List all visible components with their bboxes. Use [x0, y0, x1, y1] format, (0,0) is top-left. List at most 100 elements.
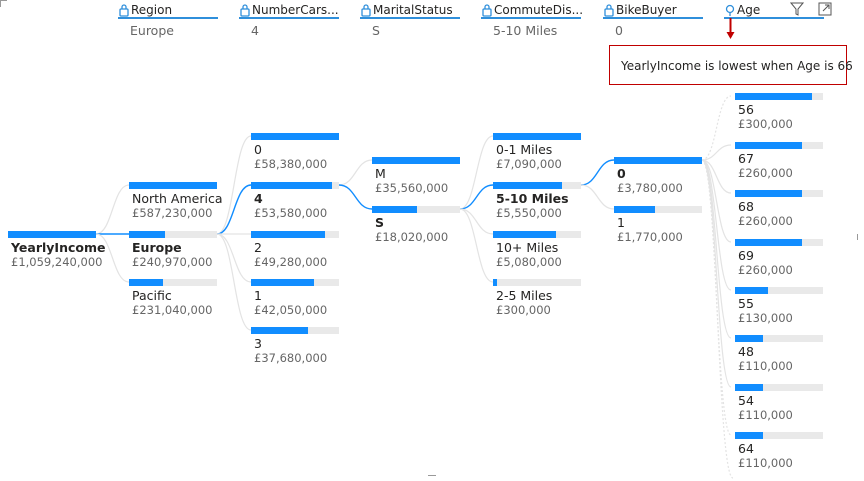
connector-line: [580, 159, 615, 186]
header-maritalstatus[interactable]: MaritalStatus S: [360, 0, 460, 40]
bar-fill: [372, 157, 460, 164]
connector-line: [95, 233, 130, 283]
node-label: 64: [738, 441, 754, 456]
filter-icon[interactable]: [790, 2, 804, 16]
bar-fill: [735, 239, 802, 246]
node-label: 1: [617, 215, 625, 230]
bar-fill: [735, 142, 802, 149]
node-label: 56: [738, 102, 754, 117]
bar-fill: [372, 206, 417, 213]
header-value: 5-10 Miles: [493, 23, 558, 38]
lightbulb-icon: [725, 4, 735, 16]
bar-track: [8, 231, 96, 238]
bar-track: [735, 239, 823, 246]
resize-handle[interactable]: [0, 0, 7, 7]
header-bikebuyer[interactable]: BikeBuyer 0: [603, 0, 703, 40]
bar-fill: [735, 93, 812, 100]
bar-track: [493, 182, 581, 189]
node-label: North America: [132, 191, 223, 206]
node-value: £49,280,000: [254, 255, 328, 269]
lock-icon: [361, 4, 371, 17]
bar-fill: [251, 327, 308, 334]
node-label: 5-10 Miles: [496, 191, 569, 206]
connector-line: [701, 95, 732, 161]
bar-track: [735, 93, 823, 100]
node-value: £130,000: [738, 311, 793, 325]
insight-callout: YearlyIncome is lowest when Age is 66: [609, 45, 853, 85]
node-value: £37,680,000: [254, 351, 328, 365]
node-label: 55: [738, 296, 754, 311]
bar-fill: [614, 206, 655, 213]
node-label: Europe: [132, 240, 182, 255]
node-value: £110,000: [738, 456, 793, 470]
header-underline: [118, 17, 218, 19]
bar-track: [735, 384, 823, 391]
resize-handle[interactable]: [857, 234, 858, 240]
bar-fill: [129, 182, 217, 189]
header-underline: [360, 17, 460, 19]
connector-line: [580, 184, 615, 210]
node-label: 1: [254, 288, 262, 303]
node-value: £260,000: [738, 166, 793, 180]
node-value: £58,380,000: [254, 157, 328, 171]
node-label: YearlyIncome: [11, 240, 106, 255]
node-label: 54: [738, 393, 754, 408]
node-label: 67: [738, 151, 754, 166]
arrow-down-icon: [726, 18, 735, 39]
header-title: BikeBuyer: [616, 3, 677, 17]
node-value: £300,000: [738, 117, 793, 131]
bar-track: [614, 206, 702, 213]
resize-handle[interactable]: [428, 475, 436, 476]
node-value: £260,000: [738, 263, 793, 277]
bar-track: [372, 206, 460, 213]
node-value: £5,080,000: [496, 255, 562, 269]
node-value: £35,560,000: [375, 181, 449, 195]
node-label: 0-1 Miles: [496, 142, 553, 157]
connector-line: [216, 233, 252, 331]
node-value: £18,020,000: [375, 230, 449, 244]
node-label: 0: [254, 142, 262, 157]
bar-fill: [251, 279, 314, 286]
node-value: £5,550,000: [496, 206, 562, 220]
bar-fill: [129, 231, 165, 238]
node-value: £587,230,000: [132, 206, 213, 220]
node-value: £260,000: [738, 214, 793, 228]
node-label: 2-5 Miles: [496, 288, 553, 303]
header-age[interactable]: Age: [724, 0, 824, 40]
node-value: £110,000: [738, 359, 793, 373]
bar-fill: [251, 133, 339, 140]
bar-fill: [8, 231, 96, 238]
connector-line: [338, 159, 373, 186]
focus-mode-icon[interactable]: [818, 2, 832, 16]
bar-fill: [493, 231, 556, 238]
connector-line: [459, 184, 494, 210]
node-label: Pacific: [132, 288, 172, 303]
node-label: 48: [738, 344, 754, 359]
bar-track: [735, 142, 823, 149]
connector-line: [216, 233, 252, 283]
bar-track: [129, 231, 217, 238]
node-label: 68: [738, 199, 754, 214]
connector-line: [701, 159, 734, 479]
connector-line: [701, 159, 732, 436]
bar-track: [735, 335, 823, 342]
lock-icon: [482, 4, 492, 17]
bar-track: [251, 231, 339, 238]
bar-track: [129, 182, 217, 189]
connector-line: [459, 135, 494, 210]
bar-fill: [251, 182, 332, 189]
bar-fill: [251, 231, 325, 238]
header-title: NumberCars...: [252, 3, 339, 17]
bar-track: [251, 279, 339, 286]
header-region[interactable]: Region Europe: [118, 0, 218, 40]
connector-line: [459, 208, 494, 235]
header-underline: [724, 17, 824, 19]
bar-track: [129, 279, 217, 286]
header-commutedistance[interactable]: CommuteDis... 5-10 Miles: [481, 0, 583, 40]
bar-fill: [129, 279, 163, 286]
bar-track: [735, 432, 823, 439]
header-numbercars[interactable]: NumberCars... 4: [239, 0, 339, 40]
node-value: £110,000: [738, 408, 793, 422]
node-value: £1,770,000: [617, 230, 683, 244]
bar-fill: [735, 190, 802, 197]
